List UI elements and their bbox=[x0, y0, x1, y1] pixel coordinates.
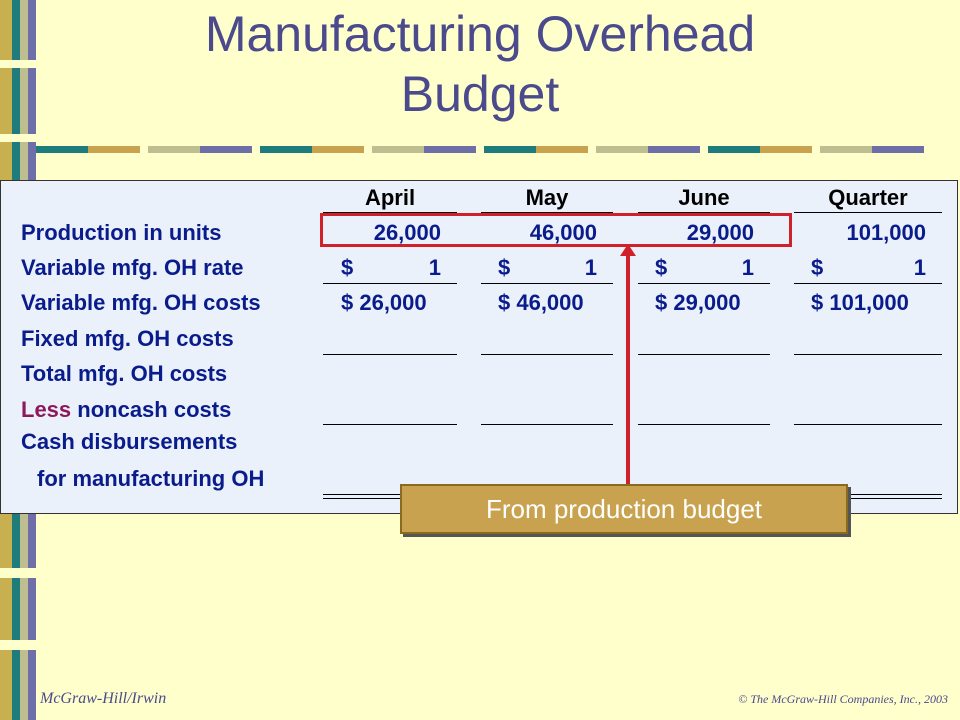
column-header-april: April bbox=[364, 185, 416, 210]
row-underline bbox=[481, 424, 613, 425]
row-underline bbox=[323, 424, 457, 425]
total-double-underline bbox=[323, 494, 457, 495]
cell-production-june: 29,000 bbox=[686, 220, 754, 245]
cell-rate-june: 1 bbox=[741, 255, 754, 280]
cell-production-april: 26,000 bbox=[373, 220, 441, 245]
slide-title: Manufacturing Overhead Budget bbox=[40, 4, 920, 124]
cell-production-may: 46,000 bbox=[529, 220, 597, 245]
row-underline bbox=[481, 283, 613, 284]
row-underline bbox=[638, 354, 770, 355]
row-underline bbox=[638, 283, 770, 284]
column-header-quarter: Quarter bbox=[828, 185, 908, 210]
row-label-cash-disbursements: Cash disbursements bbox=[21, 429, 238, 454]
row-label-variable-rate: Variable mfg. OH rate bbox=[21, 255, 244, 280]
header-underline bbox=[638, 212, 770, 213]
cell-rate-may: 1 bbox=[584, 255, 597, 280]
header-underline bbox=[323, 212, 457, 213]
cell-rate-currency: $ bbox=[655, 255, 668, 280]
arrow-up-icon bbox=[620, 244, 636, 256]
column-header-june: June bbox=[678, 185, 730, 210]
cell-rate-april: 1 bbox=[428, 255, 441, 280]
cell-varcost-may: $ 46,000 bbox=[498, 290, 584, 315]
row-underline bbox=[481, 354, 613, 355]
total-double-underline bbox=[794, 498, 942, 499]
row-label-total-costs: Total mfg. OH costs bbox=[21, 361, 228, 386]
slide-title-line2: Budget bbox=[400, 66, 560, 122]
cell-varcost-june: $ 29,000 bbox=[655, 290, 741, 315]
less-noncash-rest: noncash costs bbox=[71, 397, 232, 422]
cell-varcost-quarter: $ 101,000 bbox=[811, 290, 909, 315]
row-label-production-units: Production in units bbox=[21, 220, 222, 245]
budget-table: April May June Quarter Production in uni… bbox=[0, 180, 958, 514]
header-underline bbox=[481, 212, 613, 213]
cell-rate-currency: $ bbox=[498, 255, 511, 280]
callout-box: From production budget bbox=[400, 484, 848, 534]
cell-rate-currency: $ bbox=[341, 255, 354, 280]
cell-varcost-april: $ 26,000 bbox=[341, 290, 427, 315]
total-double-underline bbox=[323, 498, 457, 499]
cell-rate-currency: $ bbox=[811, 255, 824, 280]
row-underline bbox=[323, 283, 457, 284]
column-header-may: May bbox=[525, 185, 569, 210]
row-underline bbox=[794, 283, 942, 284]
row-underline bbox=[638, 424, 770, 425]
row-underline bbox=[794, 424, 942, 425]
cell-production-quarter: 101,000 bbox=[846, 220, 926, 245]
footer-copyright: © The McGraw-Hill Companies, Inc., 2003 bbox=[738, 692, 948, 706]
production-units-highlight bbox=[320, 213, 792, 247]
row-label-variable-costs: Variable mfg. OH costs bbox=[21, 290, 261, 315]
row-label-for-manufacturing-oh: for manufacturing OH bbox=[37, 466, 265, 491]
less-word: Less bbox=[21, 397, 72, 422]
footer-publisher: McGraw-Hill/Irwin bbox=[40, 690, 167, 707]
total-double-underline bbox=[794, 494, 942, 495]
row-label-less-noncash: Less noncash costs bbox=[21, 397, 231, 423]
slide-title-line1: Manufacturing Overhead bbox=[204, 6, 756, 62]
row-underline bbox=[794, 354, 942, 355]
decorative-stripe-bar bbox=[36, 146, 926, 153]
header-underline bbox=[794, 212, 942, 213]
cell-rate-quarter: 1 bbox=[913, 255, 926, 280]
row-label-fixed-costs: Fixed mfg. OH costs bbox=[21, 326, 234, 351]
row-underline bbox=[323, 354, 457, 355]
callout-arrow-line bbox=[626, 252, 630, 484]
